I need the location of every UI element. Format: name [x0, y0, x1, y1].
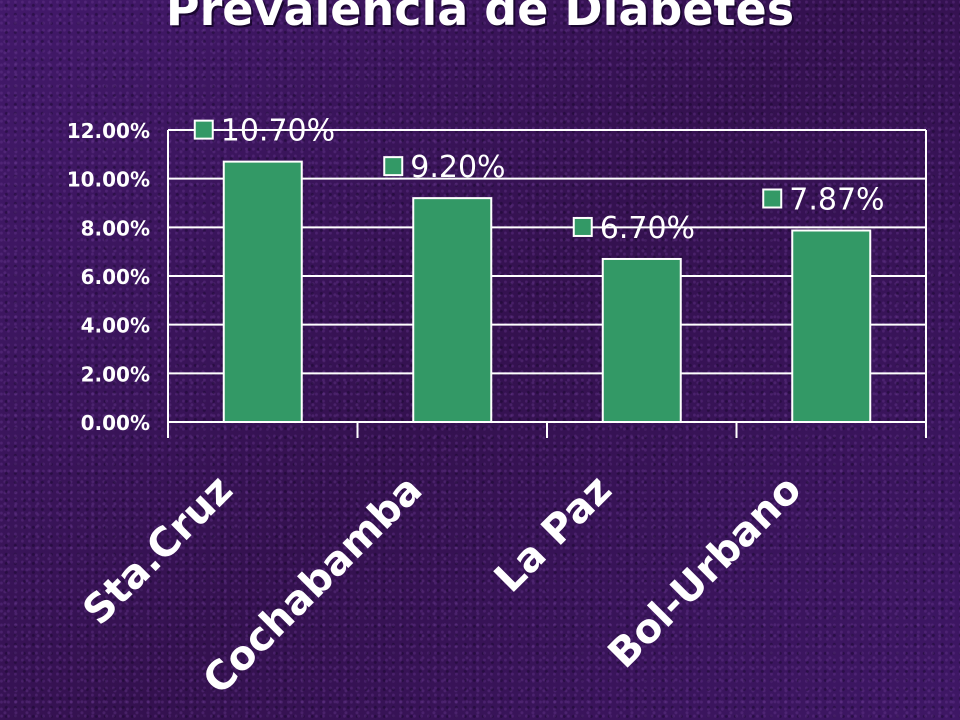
- data-label: 6.70%: [600, 211, 695, 246]
- chart-title: Prevalencia de Diabetes: [165, 0, 795, 36]
- y-tick-label: 10.00%: [67, 168, 150, 192]
- bar: [601, 257, 682, 424]
- axes: [167, 130, 927, 438]
- data-label: 7.87%: [789, 182, 884, 217]
- data-label-key: [762, 188, 783, 209]
- y-tick-label: 8.00%: [81, 216, 150, 240]
- y-tick-labels: 0.00% 2.00% 4.00% 6.00% 8.00% 10.00% 12.00%: [67, 119, 150, 435]
- bar: [791, 229, 872, 423]
- data-label-key: [193, 119, 214, 140]
- data-label-key: [383, 156, 404, 177]
- data-labels: 10.70% 9.20% 6.70% 7.87%: [193, 114, 885, 246]
- bar: [222, 160, 303, 423]
- bar: [412, 197, 493, 423]
- y-tick-label: 12.00%: [67, 119, 150, 143]
- y-tick-label: 6.00%: [81, 265, 150, 289]
- data-label: 9.20%: [410, 150, 505, 185]
- bars: [222, 160, 872, 424]
- x-tick-label: Bol-Urbano: [600, 467, 811, 678]
- x-tick-label: Sta.Cruz: [74, 467, 242, 635]
- y-tick-label: 0.00%: [81, 411, 150, 435]
- y-tick-label: 4.00%: [81, 314, 150, 338]
- y-tick-label: 2.00%: [81, 362, 150, 386]
- data-label-key: [572, 216, 593, 237]
- data-label: 10.70%: [221, 114, 335, 149]
- x-tick-label: La Paz: [486, 467, 621, 602]
